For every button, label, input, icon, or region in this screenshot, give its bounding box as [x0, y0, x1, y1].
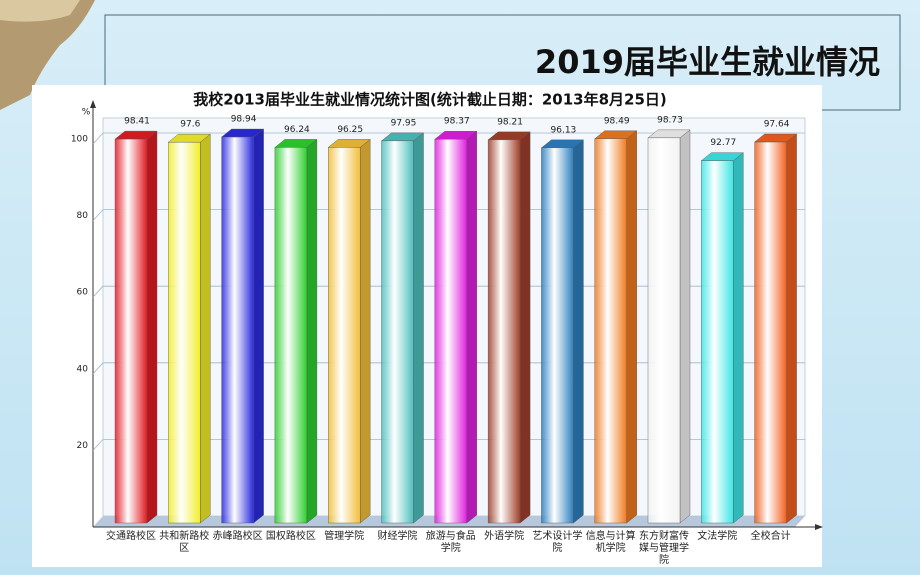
bar-side: [360, 138, 371, 524]
bar-side: [413, 132, 424, 524]
value-label: 96.24: [284, 125, 310, 135]
y-tick-label: 60: [77, 288, 89, 298]
chart-title: 我校2013届毕业生就业情况统计图(统计截止日期：2013年8月25日): [193, 91, 667, 109]
bar: [328, 147, 361, 524]
bar-side: [306, 138, 318, 524]
bar: [274, 147, 308, 524]
y-tick-label: 40: [77, 364, 89, 374]
x-tick-label: 赤峰路校区: [212, 531, 263, 542]
value-label: 92.77: [710, 138, 736, 148]
value-label: 96.13: [551, 125, 577, 135]
x-tick-label: 艺术设计学院: [532, 531, 583, 554]
value-label: 98.73: [657, 115, 683, 125]
bar-side: [679, 129, 691, 524]
bar: [221, 136, 254, 524]
x-tick-label: 共和新路校区: [159, 531, 210, 554]
tick-mark: [92, 439, 104, 451]
x-tick-label: 文法学院: [697, 531, 738, 542]
value-label: 97.64: [764, 120, 790, 130]
tick-mark: [92, 362, 104, 375]
bar: [594, 138, 627, 524]
value-label: 98.41: [124, 117, 150, 127]
bar: [541, 147, 574, 524]
bar: [114, 138, 148, 524]
bar: [434, 139, 467, 524]
tick-mark: [92, 285, 104, 298]
bar: [487, 139, 521, 524]
x-tick-label: 管理学院: [324, 531, 365, 542]
decoration-rock: [0, 0, 95, 110]
tick-mark: [92, 209, 104, 221]
value-label: 98.37: [444, 117, 470, 127]
y-tick-label: 80: [77, 211, 89, 221]
bar-side: [786, 133, 797, 524]
tick-mark: [92, 132, 104, 145]
value-label: 98.94: [231, 115, 257, 125]
axis-arrow: [815, 524, 823, 530]
y-axis-label: %: [82, 108, 91, 118]
bar-side: [519, 131, 531, 524]
bar-side: [146, 130, 158, 524]
y-tick-label: 100: [71, 135, 88, 145]
bar-side: [626, 130, 637, 524]
x-tick-label: 外语学院: [484, 531, 525, 542]
bar-side: [573, 139, 584, 524]
bar-side: [466, 130, 477, 524]
bar-side: [200, 133, 211, 524]
bar: [701, 160, 734, 524]
bar-side: [253, 128, 264, 524]
x-tick-label: 财经学院: [377, 531, 418, 542]
value-label: 96.25: [337, 125, 363, 135]
bar: [381, 140, 414, 524]
value-label: 97.95: [391, 118, 417, 128]
axis-arrow: [90, 100, 96, 108]
value-label: 98.49: [604, 116, 630, 126]
x-tick-label: 全校合计: [750, 531, 791, 542]
slide-title: 2019届毕业生就业情况: [535, 43, 880, 81]
x-tick-label: 国权路校区: [265, 531, 316, 542]
decoration-rock: [0, 0, 80, 22]
x-tick-label: 交通路校区: [106, 531, 156, 542]
bar: [754, 141, 787, 524]
x-tick-label: 旅游与食品学院: [425, 531, 476, 554]
x-tick-label: 东方财富传媒与管理学院: [639, 531, 689, 566]
bar-side: [733, 152, 744, 524]
value-label: 97.6: [180, 120, 200, 130]
bar: [647, 137, 681, 524]
y-tick-label: 20: [77, 441, 89, 451]
bar: [168, 141, 201, 524]
x-tick-label: 信息与计算机学院: [585, 531, 636, 554]
value-label: 98.21: [497, 117, 523, 127]
